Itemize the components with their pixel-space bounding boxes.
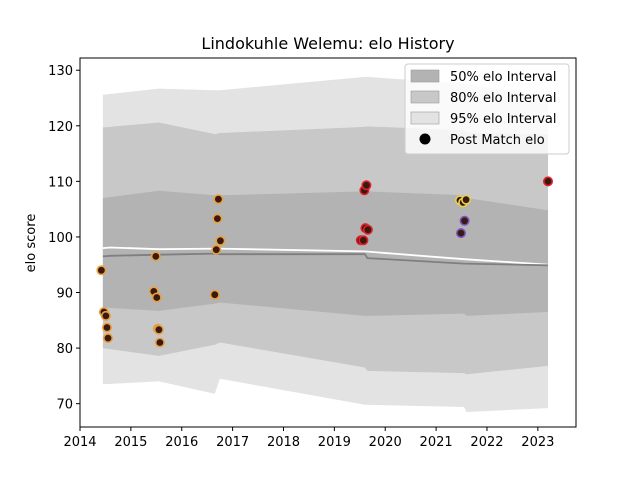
legend-swatch-band (410, 90, 440, 104)
post-match-point (96, 265, 107, 276)
x-tick-label: 2017 (216, 435, 249, 450)
post-match-point (461, 194, 472, 205)
y-tick-label: 110 (48, 175, 73, 190)
y-tick-label: 80 (56, 342, 73, 357)
y-tick-label: 130 (48, 64, 73, 79)
legend: 50% elo Interval 80% elo Interval 95% elo … (404, 63, 570, 155)
post-match-point (151, 292, 162, 303)
x-tick-label: 2022 (470, 435, 503, 450)
interval-bands (102, 76, 549, 413)
x-tick-label: 2016 (165, 435, 198, 450)
x-tick-label: 2015 (114, 435, 147, 450)
post-match-point (213, 194, 224, 205)
post-match-point (150, 251, 161, 262)
legend-label: 50% elo Interval (450, 70, 557, 85)
legend-swatch-marker (419, 133, 431, 145)
legend-label: Post Match elo (450, 133, 545, 148)
x-tick-label: 2014 (63, 435, 96, 450)
post-match-point (358, 235, 369, 246)
y-tick-label: 90 (56, 287, 73, 302)
plot-frame (79, 57, 577, 428)
post-match-point (455, 228, 466, 239)
post-match-point (361, 180, 372, 191)
median-elo-line (102, 252, 549, 267)
x-tick-label: 2023 (521, 435, 554, 450)
x-tick-label: 2019 (318, 435, 351, 450)
post-match-point (212, 213, 223, 224)
x-tick-label: 2021 (420, 435, 453, 450)
post-match-point (215, 235, 226, 246)
post-match-point (542, 176, 553, 187)
y-tick-label: 70 (56, 398, 73, 413)
post-match-point (211, 244, 222, 255)
y-axis-label: elo score (24, 214, 39, 273)
y-tick-label: 120 (48, 120, 73, 135)
post-match-point (362, 224, 373, 235)
legend-label: 80% elo Interval (450, 91, 557, 106)
post-match-point (154, 337, 165, 348)
post-match-point (102, 322, 113, 333)
legend-swatch-band (410, 111, 440, 125)
y-axis-ticks: 70 80 90 100 110 120 130 (48, 64, 80, 413)
legend-swatch-band (410, 69, 440, 83)
chart-title: Lindokuhle Welemu: elo History (201, 34, 454, 53)
post-match-point (459, 215, 470, 226)
x-tick-label: 2018 (267, 435, 300, 450)
x-axis-ticks: 2014 2015 2016 2017 2018 2019 2020 2021 2022 2023 (63, 427, 554, 450)
post-match-points (96, 176, 553, 348)
post-match-point (103, 333, 114, 344)
legend-box (404, 63, 570, 155)
x-tick-label: 2020 (369, 435, 402, 450)
post-match-point (153, 324, 164, 335)
post-match-point (209, 289, 220, 300)
post-match-point (100, 310, 111, 321)
y-tick-label: 100 (48, 231, 73, 246)
legend-label: 95% elo Interval (450, 112, 557, 127)
